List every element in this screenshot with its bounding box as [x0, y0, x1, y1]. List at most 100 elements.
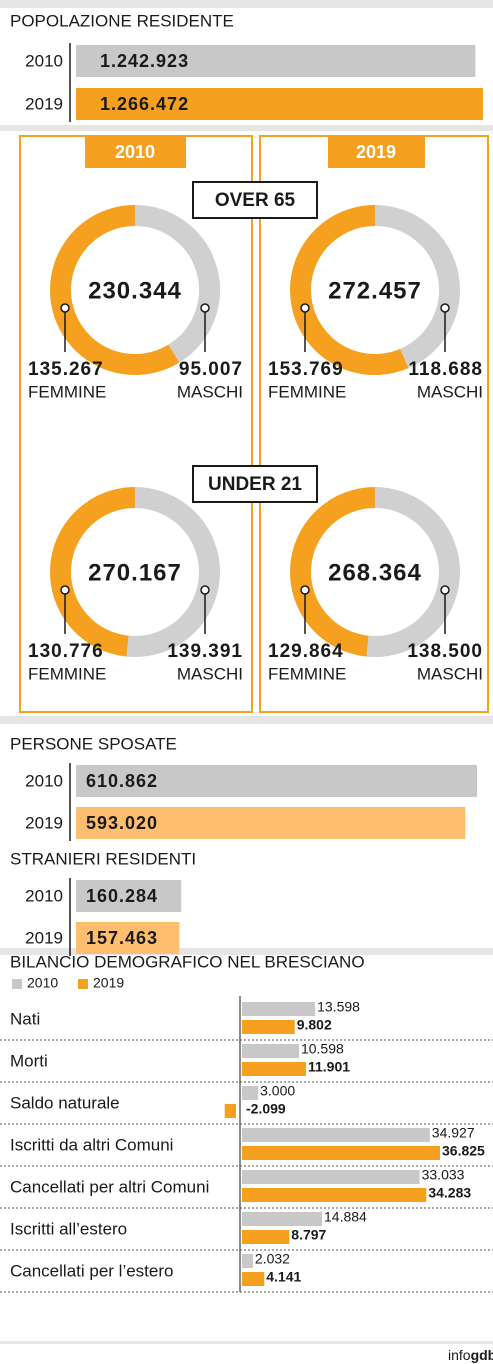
bar	[242, 1128, 430, 1142]
value-label: 3.000	[260, 1083, 295, 1099]
bar	[76, 88, 483, 120]
donut-total: 270.167	[88, 559, 182, 586]
value-label: 160.284	[86, 886, 158, 906]
donut-segment	[134, 205, 220, 363]
donut-segment	[366, 487, 460, 657]
category-label: 2010	[25, 886, 63, 905]
bar	[242, 1086, 259, 1100]
category-label: 2010	[25, 51, 63, 70]
leader-dot	[60, 585, 70, 595]
bar	[76, 45, 476, 77]
value-label: 14.884	[324, 1209, 367, 1225]
value-label: 138.500	[407, 641, 483, 662]
category-label: Iscritti all’estero	[10, 1219, 127, 1238]
value-label: 157.463	[86, 928, 158, 948]
panel-frame	[19, 135, 253, 713]
value-label: 135.267	[28, 359, 104, 380]
value-label: 139.391	[167, 641, 243, 662]
value-label: 9.802	[297, 1017, 332, 1033]
value-label: 2.032	[255, 1251, 290, 1267]
category-label: FEMMINE	[28, 664, 106, 683]
category-label: MASCHI	[177, 664, 243, 683]
leader-dot	[60, 303, 70, 313]
bar	[242, 1146, 440, 1160]
donut-segment	[290, 487, 376, 657]
category-label: Cancellati per l’estero	[10, 1261, 173, 1280]
bar	[242, 1062, 306, 1076]
bar	[242, 1002, 316, 1016]
year-label: 2010	[115, 142, 155, 162]
group-badge	[192, 181, 318, 219]
donut-segment	[126, 487, 220, 657]
category-label: FEMMINE	[28, 382, 106, 401]
year-badge	[328, 137, 425, 168]
group-badge	[192, 465, 318, 503]
donut-segment	[50, 487, 136, 657]
leader-dot	[300, 303, 310, 313]
category-label: MASCHI	[177, 382, 243, 401]
bar	[76, 807, 466, 839]
bar	[242, 1020, 295, 1034]
donut-total: 272.457	[328, 277, 422, 304]
bar	[76, 922, 180, 954]
chart-title: PERSONE SPOSATE	[10, 734, 177, 753]
bar	[242, 1212, 323, 1226]
category-label: Saldo naturale	[10, 1093, 120, 1112]
credit: infogdb	[448, 1347, 493, 1363]
leader-dot	[200, 303, 210, 313]
value-label: 1.242.923	[100, 51, 189, 71]
bar	[76, 765, 477, 797]
value-label: 34.283	[428, 1185, 471, 1201]
category-label: 2019	[25, 813, 63, 832]
value-label: 33.033	[422, 1167, 465, 1183]
donut-segment	[374, 205, 460, 369]
category-label: FEMMINE	[268, 664, 346, 683]
leader-dot	[440, 585, 450, 595]
legend-swatch	[12, 979, 22, 989]
value-label: 593.020	[86, 813, 158, 833]
leader-dot	[200, 585, 210, 595]
category-label: Cancellati per altri Comuni	[10, 1177, 209, 1196]
bar	[76, 880, 182, 912]
value-label: 118.688	[408, 359, 483, 380]
chart-title: BILANCIO DEMOGRAFICO NEL BRESCIANO	[10, 952, 365, 971]
legend-label: 2019	[93, 975, 124, 991]
leader-dot	[300, 585, 310, 595]
category-label: 2019	[25, 94, 63, 113]
bar	[242, 1230, 290, 1244]
category-label: MASCHI	[417, 382, 483, 401]
bar	[242, 1044, 299, 1058]
section	[0, 1344, 493, 1364]
value-label: 1.266.472	[100, 94, 189, 114]
value-label: 610.862	[86, 771, 158, 791]
year-label: 2019	[356, 142, 396, 162]
bar	[242, 1254, 253, 1268]
value-label: -2.099	[246, 1101, 286, 1117]
leader-dot	[440, 303, 450, 313]
panel-frame	[259, 135, 489, 713]
value-label: 34.927	[432, 1125, 475, 1141]
group-label: OVER 65	[215, 190, 296, 211]
bar	[224, 1104, 236, 1118]
category-label: MASCHI	[417, 664, 483, 683]
bar	[242, 1170, 420, 1184]
value-label: 11.901	[308, 1059, 350, 1075]
value-label: 8.797	[291, 1227, 326, 1243]
legend-swatch	[78, 979, 88, 989]
value-label: 95.007	[179, 359, 243, 380]
donut-total: 268.364	[328, 559, 422, 586]
chart-title: STRANIERI RESIDENTI	[10, 849, 196, 868]
value-label: 13.598	[317, 999, 360, 1015]
category-label: Morti	[10, 1051, 48, 1070]
credit-prefix: info	[448, 1347, 471, 1363]
value-label: 130.776	[28, 641, 104, 662]
chart-title: POPOLAZIONE RESIDENTE	[10, 11, 234, 30]
bar	[242, 1272, 265, 1286]
value-label: 129.864	[268, 641, 344, 662]
value-label: 10.598	[301, 1041, 344, 1057]
value-label: 153.769	[268, 359, 344, 380]
bar	[242, 1188, 427, 1202]
category-label: FEMMINE	[268, 382, 346, 401]
group-label: UNDER 21	[208, 474, 302, 495]
